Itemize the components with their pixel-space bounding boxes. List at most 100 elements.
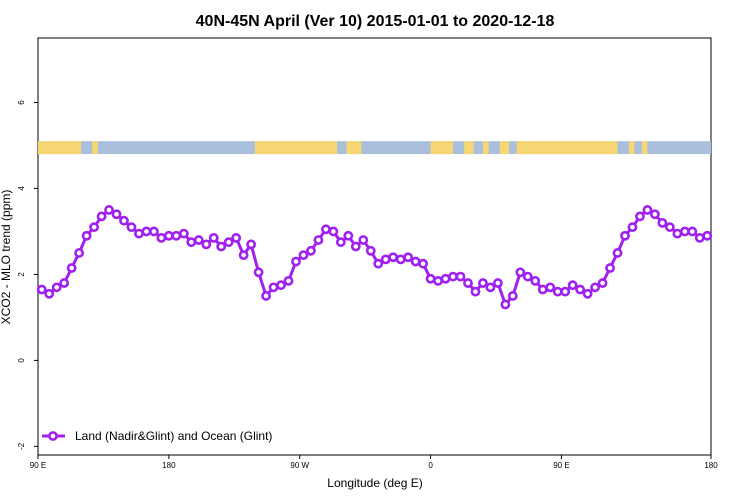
data-point bbox=[89, 222, 99, 233]
legend-label: Land (Nadir&Glint) and Ocean (Glint) bbox=[75, 429, 272, 443]
data-point bbox=[313, 235, 324, 245]
data-point bbox=[612, 248, 623, 258]
data-point bbox=[59, 278, 70, 288]
data-point bbox=[582, 288, 593, 299]
data-point bbox=[440, 273, 451, 284]
data-point bbox=[507, 291, 518, 301]
data-point bbox=[216, 241, 227, 252]
land-segment bbox=[628, 141, 635, 155]
data-point bbox=[134, 228, 144, 239]
series-line bbox=[40, 208, 708, 306]
data-point bbox=[81, 230, 92, 241]
data-point bbox=[395, 254, 406, 265]
data-point bbox=[410, 256, 421, 267]
x-tick-label: 180 bbox=[704, 461, 718, 470]
data-point bbox=[388, 252, 399, 263]
land-ocean-band bbox=[38, 141, 711, 155]
data-point bbox=[380, 254, 391, 265]
data-point bbox=[306, 245, 316, 256]
land-segment bbox=[464, 141, 474, 155]
data-point bbox=[530, 275, 541, 286]
y-axis: -2 0 2 4 6 bbox=[17, 100, 38, 450]
x-tick-label: 90 W bbox=[290, 461, 309, 470]
data-point bbox=[694, 233, 705, 243]
data-point bbox=[627, 222, 638, 233]
land-segment bbox=[254, 141, 338, 155]
data-point bbox=[515, 267, 526, 278]
data-point bbox=[552, 286, 563, 297]
data-point bbox=[268, 282, 279, 293]
data-point bbox=[418, 258, 429, 269]
data-point bbox=[545, 282, 556, 293]
x-axis-label: Longitude (deg E) bbox=[327, 476, 422, 490]
data-point bbox=[650, 209, 660, 220]
land-segment bbox=[499, 141, 510, 155]
y-tick-label: -2 bbox=[17, 442, 26, 450]
data-point bbox=[238, 250, 249, 260]
data-point bbox=[223, 237, 234, 248]
data-point bbox=[470, 286, 481, 297]
data-point bbox=[567, 280, 578, 291]
data-point bbox=[403, 252, 414, 263]
data-point bbox=[343, 230, 354, 241]
land-segment bbox=[482, 141, 489, 155]
land-segment bbox=[38, 141, 81, 155]
data-point bbox=[657, 217, 668, 228]
data-point bbox=[111, 209, 122, 220]
land-segment bbox=[641, 141, 648, 155]
data-point bbox=[664, 222, 675, 233]
y-tick-label: 2 bbox=[17, 272, 26, 277]
data-point bbox=[373, 258, 384, 269]
data-point bbox=[276, 280, 286, 291]
plot-frame bbox=[37, 37, 712, 456]
data-point bbox=[36, 284, 47, 295]
data-point bbox=[500, 299, 511, 310]
data-point bbox=[126, 222, 137, 233]
data-point bbox=[335, 237, 346, 248]
x-tick-label: 90 E bbox=[553, 461, 569, 470]
legend-marker bbox=[48, 431, 58, 441]
data-point bbox=[590, 282, 600, 293]
data-point bbox=[560, 286, 571, 297]
data-point bbox=[478, 278, 488, 288]
plot-area: 90 E 180 90 W 0 90 E 180 -2 0 2 4 6 bbox=[17, 37, 718, 470]
data-point bbox=[537, 284, 548, 295]
land-segment bbox=[346, 141, 362, 155]
data-point bbox=[635, 211, 645, 222]
data-point bbox=[119, 215, 129, 226]
data-point bbox=[350, 241, 361, 252]
data-point bbox=[171, 230, 182, 241]
data-point bbox=[642, 205, 653, 215]
data-point bbox=[298, 250, 309, 260]
data-point bbox=[358, 235, 369, 245]
data-point bbox=[156, 233, 167, 243]
data-point bbox=[433, 275, 443, 286]
x-tick-label: 0 bbox=[428, 461, 433, 470]
data-point bbox=[463, 278, 473, 288]
y-tick-label: 0 bbox=[17, 358, 26, 363]
land-segment bbox=[430, 141, 454, 155]
data-point bbox=[702, 230, 713, 241]
data-point bbox=[597, 278, 608, 288]
y-tick-label: 4 bbox=[17, 186, 26, 191]
data-point bbox=[672, 228, 683, 239]
data-point bbox=[44, 288, 55, 299]
y-axis-label: XCO2 - MLO trend (ppm) bbox=[0, 190, 13, 325]
data-point bbox=[201, 239, 212, 250]
data-point bbox=[208, 233, 219, 243]
x-tick-label: 180 bbox=[162, 461, 176, 470]
data-point bbox=[261, 291, 271, 301]
series-group bbox=[36, 205, 713, 310]
data-point bbox=[485, 282, 496, 293]
data-point bbox=[291, 256, 301, 267]
data-point bbox=[74, 248, 85, 258]
land-segment bbox=[516, 141, 618, 155]
x-tick-label: 90 E bbox=[30, 461, 46, 470]
data-point bbox=[253, 267, 264, 278]
data-point bbox=[141, 226, 152, 237]
data-point bbox=[455, 271, 466, 282]
data-point bbox=[163, 230, 174, 241]
data-point bbox=[320, 224, 331, 235]
data-point bbox=[104, 205, 114, 215]
